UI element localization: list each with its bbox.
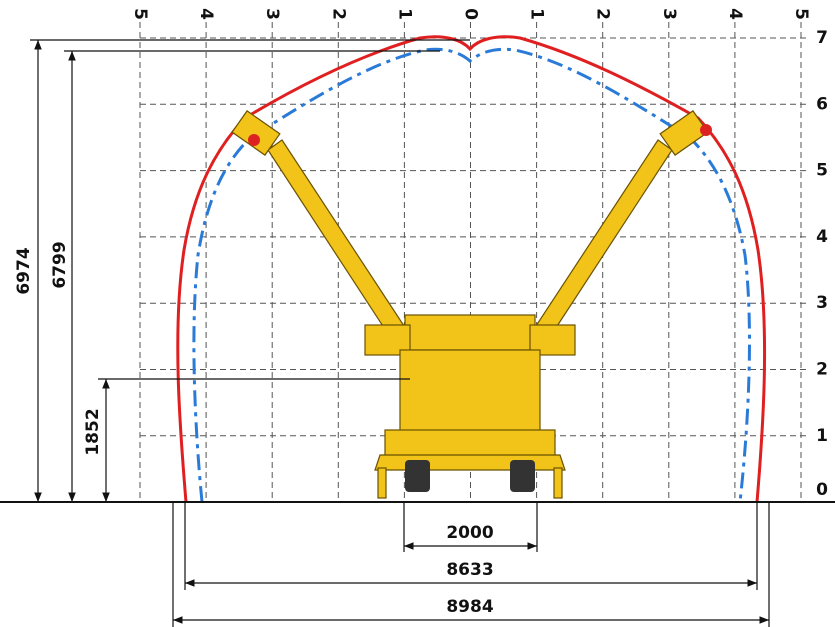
height-max-label: 6974	[14, 247, 34, 294]
top-scale-label: 5	[130, 8, 150, 20]
side-scale-label: 5	[816, 161, 828, 181]
top-scale-label: 5	[791, 8, 811, 20]
grid	[139, 22, 808, 502]
inner-envelope	[192, 47, 751, 503]
width-center-label: 2000	[446, 523, 493, 543]
top-scale-label: 3	[262, 8, 282, 20]
height-low-label: 1852	[83, 408, 103, 455]
side-scale-label: 4	[816, 227, 828, 247]
side-scale-label: 0	[816, 480, 828, 500]
top-scale-label: 4	[725, 8, 745, 20]
width-outer-label: 8984	[446, 597, 493, 617]
side-scale-label: 3	[816, 293, 828, 313]
top-scale-label: 0	[461, 8, 481, 20]
top-scale-label: 1	[527, 8, 547, 20]
top-scale-label: 2	[593, 8, 613, 20]
height-inner-label: 6799	[50, 241, 70, 288]
top-scale-label: 2	[328, 8, 348, 20]
side-scale-label: 1	[816, 426, 828, 446]
outer-envelope	[176, 35, 767, 503]
side-scale-label: 2	[816, 360, 828, 380]
side-scale-label: 7	[816, 28, 828, 48]
vertical-dimensions	[30, 39, 470, 502]
drill-rig	[231, 110, 712, 499]
horizontal-dimensions	[172, 502, 770, 627]
side-scale-label: 6	[816, 94, 828, 114]
top-scale-label: 4	[196, 8, 216, 20]
top-scale-label: 3	[659, 8, 679, 20]
width-inner-label: 8633	[446, 560, 493, 580]
top-scale-label: 1	[394, 8, 414, 20]
